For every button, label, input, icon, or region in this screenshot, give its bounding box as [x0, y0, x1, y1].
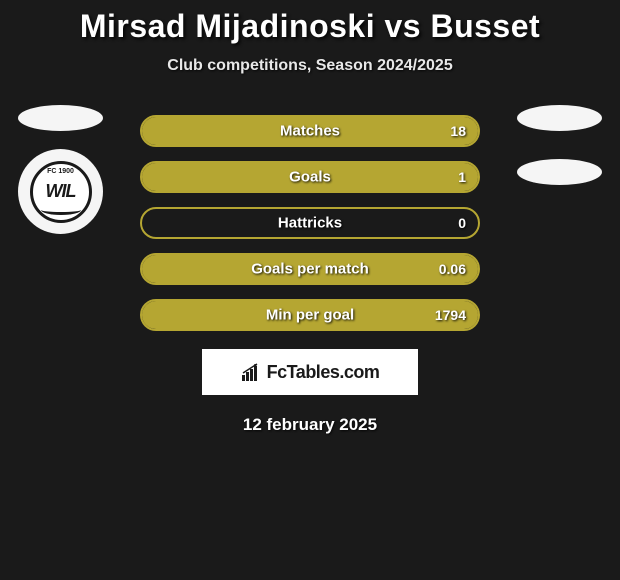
subtitle: Club competitions, Season 2024/2025: [0, 57, 620, 75]
crest-inner: FC 1900 WIL: [30, 161, 92, 223]
stat-value: 18: [450, 123, 466, 139]
stat-row-matches: Matches 18: [140, 115, 480, 147]
badge-placeholder-icon: [517, 159, 602, 185]
crest-top-text: FC 1900: [47, 168, 74, 175]
stat-label: Goals per match: [251, 261, 369, 278]
brand-logo-box[interactable]: FcTables.com: [202, 349, 418, 395]
crest-swoosh-icon: [41, 205, 81, 215]
crest-main-text: WIL: [46, 181, 76, 202]
stat-row-goals: Goals 1: [140, 161, 480, 193]
stat-value: 1: [458, 169, 466, 185]
badge-placeholder-icon: [517, 105, 602, 131]
stat-value: 0: [458, 215, 466, 231]
stat-row-hattricks: Hattricks 0: [140, 207, 480, 239]
stat-row-goals-per-match: Goals per match 0.06: [140, 253, 480, 285]
stat-label: Hattricks: [278, 215, 342, 232]
stats-list: Matches 18 Goals 1 Hattricks 0 Goals per…: [140, 115, 480, 331]
main-area: FC 1900 WIL Matches 18 Goals 1: [0, 115, 620, 435]
bar-chart-icon: [241, 363, 263, 381]
stat-label: Matches: [280, 123, 340, 140]
stat-value: 0.06: [439, 261, 466, 277]
stat-row-min-per-goal: Min per goal 1794: [140, 299, 480, 331]
stat-label: Min per goal: [266, 307, 354, 324]
left-team-badges: FC 1900 WIL: [18, 105, 103, 234]
badge-placeholder-icon: [18, 105, 103, 131]
date-text: 12 february 2025: [0, 415, 620, 435]
stat-value: 1794: [435, 307, 466, 323]
page-title: Mirsad Mijadinoski vs Busset: [0, 8, 620, 45]
stat-label: Goals: [289, 169, 331, 186]
brand-name: FcTables.com: [267, 362, 380, 383]
right-team-badges: [517, 105, 602, 185]
team-crest: FC 1900 WIL: [18, 149, 103, 234]
comparison-card: Mirsad Mijadinoski vs Busset Club compet…: [0, 0, 620, 435]
